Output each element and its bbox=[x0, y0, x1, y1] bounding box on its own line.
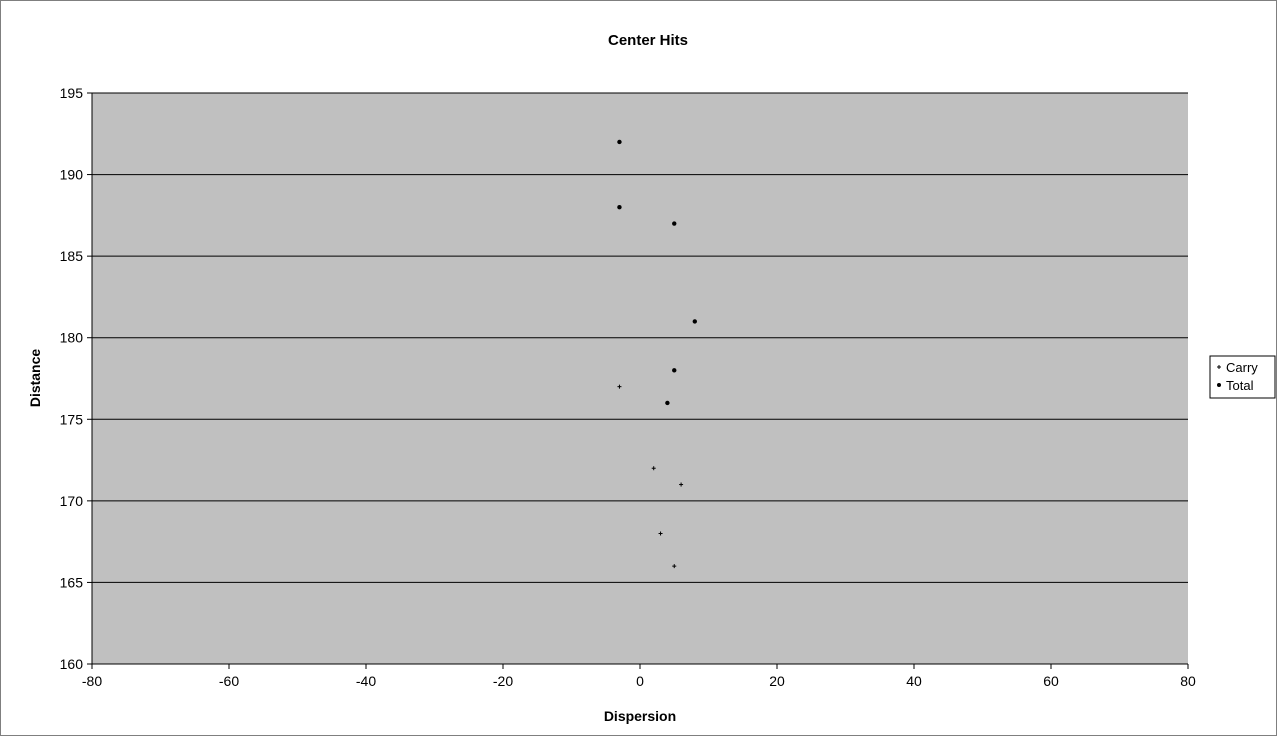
x-axis: -80 -60 -40 -20 0 20 40 60 80 bbox=[82, 663, 1196, 689]
y-tick-label: 195 bbox=[60, 85, 84, 101]
y-axis-title: Distance bbox=[27, 349, 43, 408]
total-point bbox=[665, 400, 670, 406]
x-tick-label: -60 bbox=[219, 673, 239, 689]
carry-point bbox=[672, 564, 677, 569]
total-point bbox=[672, 221, 677, 226]
y-tick-label: 165 bbox=[60, 574, 84, 590]
legend-item-total: Total bbox=[1217, 378, 1254, 393]
data-points bbox=[617, 139, 697, 569]
x-tick-label: 0 bbox=[636, 673, 644, 689]
x-tick-label: 40 bbox=[906, 673, 922, 689]
y-tick-label: 185 bbox=[60, 248, 84, 264]
y-axis: 160 165 170 175 180 185 190 195 bbox=[60, 85, 93, 672]
gridlines bbox=[92, 92, 1188, 583]
x-tick-label: 20 bbox=[769, 673, 785, 689]
x-tick-label: 80 bbox=[1180, 673, 1196, 689]
legend-label-total: Total bbox=[1226, 378, 1254, 393]
y-tick-label: 190 bbox=[60, 167, 84, 183]
x-axis-title: Dispersion bbox=[604, 708, 676, 724]
x-tick-label: -40 bbox=[356, 673, 376, 689]
y-tick-label: 170 bbox=[60, 493, 84, 509]
total-point bbox=[617, 205, 622, 210]
carry-point bbox=[617, 384, 622, 389]
total-point bbox=[672, 368, 677, 373]
x-tick-label: -20 bbox=[493, 673, 513, 689]
y-tick-label: 160 bbox=[60, 656, 84, 672]
carry-point bbox=[651, 466, 656, 471]
total-point bbox=[617, 139, 622, 145]
carry-marker-icon bbox=[1217, 365, 1221, 369]
carry-point bbox=[658, 531, 663, 536]
total-marker-icon bbox=[1217, 383, 1221, 387]
legend-label-carry: Carry bbox=[1226, 360, 1258, 375]
x-tick-label: 60 bbox=[1043, 673, 1059, 689]
carry-point bbox=[679, 482, 684, 487]
legend-box bbox=[1209, 355, 1276, 399]
y-tick-label: 180 bbox=[60, 330, 84, 346]
y-tick-label: 175 bbox=[60, 411, 84, 427]
x-tick-label: -80 bbox=[82, 673, 102, 689]
plot-area bbox=[92, 93, 1188, 664]
legend-item-carry: Carry bbox=[1217, 360, 1258, 375]
total-point bbox=[692, 319, 697, 324]
legend: Carry Total bbox=[1209, 355, 1276, 399]
chart-title: Center Hits bbox=[608, 32, 688, 49]
